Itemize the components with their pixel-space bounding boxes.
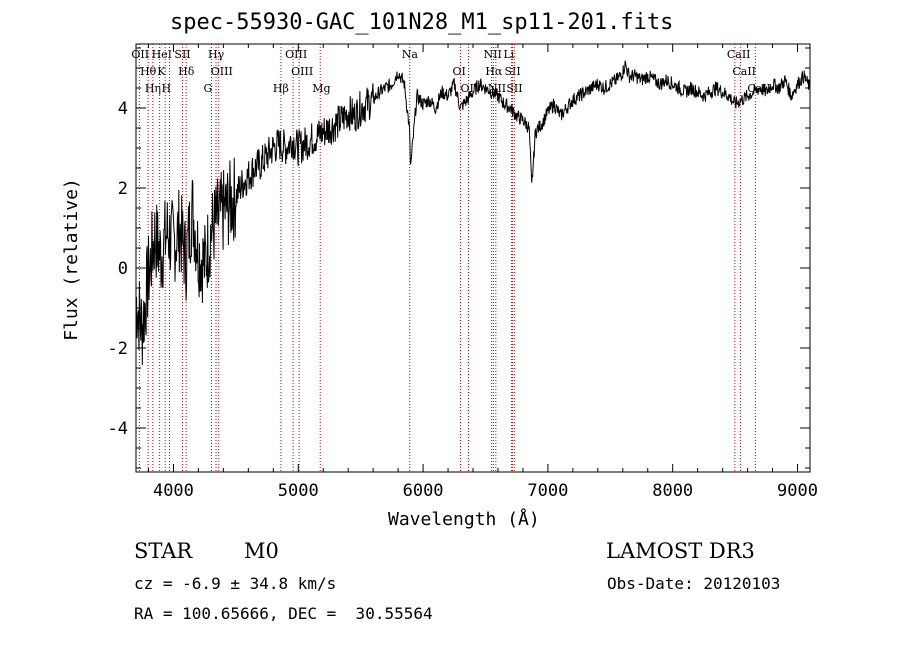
line-label: G [204, 82, 213, 95]
x-tick-label: 4000 [153, 481, 194, 501]
line-label: H [161, 82, 171, 95]
line-label: OIII [285, 48, 307, 61]
x-tick-label: 7000 [527, 481, 568, 501]
survey-name: LAMOST DR3 [606, 539, 755, 563]
axis-ticks: 4000 5000 6000 7000 8000 9000 -4 -2 0 2 4 [108, 44, 818, 501]
line-label: SII [506, 82, 522, 95]
y-tick-label: 4 [118, 99, 128, 119]
x-axis-label: Wavelength (Å) [388, 509, 540, 530]
line-label: Li [503, 48, 514, 61]
line-label: Hα [485, 65, 503, 78]
line-label: Hδ [178, 65, 195, 78]
line-label: Hθ [140, 65, 157, 78]
line-markers: OIIHθHηHeIKHSIIHδGHγOIIIHβOIIIOIIIMgNaOI… [131, 44, 771, 472]
line-label: OIII [291, 65, 313, 78]
line-label: OII [131, 48, 149, 61]
line-label: CaII [732, 65, 756, 78]
x-tick-label: 5000 [278, 481, 319, 501]
line-label: OIII [211, 65, 233, 78]
object-subclass: M0 [244, 539, 279, 563]
y-tick-label: 0 [118, 259, 128, 279]
spectrum-line [135, 60, 811, 366]
redshift-text: cz = -6.9 ± 34.8 km/s [134, 574, 337, 593]
chart-title: spec-55930-GAC_101N28_M1_sp11-201.fits [170, 10, 674, 35]
x-tick-label: 8000 [652, 481, 693, 501]
line-label: SII [174, 48, 190, 61]
y-tick-label: -2 [108, 339, 128, 359]
obs-date-text: Obs-Date: 20120103 [607, 574, 781, 593]
line-label: SII [504, 65, 520, 78]
plot-frame [135, 43, 811, 473]
y-tick-label: 2 [118, 179, 128, 199]
line-label: Hη [145, 82, 161, 95]
y-tick-label: -4 [108, 419, 128, 439]
x-tick-label: 6000 [403, 481, 444, 501]
object-class: STAR [134, 539, 193, 563]
line-label: Hγ [208, 48, 225, 61]
line-label: NII [483, 48, 501, 61]
line-label: OI [461, 82, 474, 95]
x-tick-label: 9000 [777, 481, 818, 501]
coordinates-text: RA = 100.65666, DEC = 30.55564 [134, 604, 433, 623]
line-label: OI [453, 65, 466, 78]
line-label: CaII [727, 48, 751, 61]
line-label: Mg [312, 82, 330, 95]
line-label: HeI [152, 48, 172, 61]
line-label: Hβ [273, 82, 289, 95]
line-label: Na [402, 48, 419, 61]
line-label: K [157, 65, 166, 78]
y-axis-label: Flux (relative) [60, 178, 82, 341]
